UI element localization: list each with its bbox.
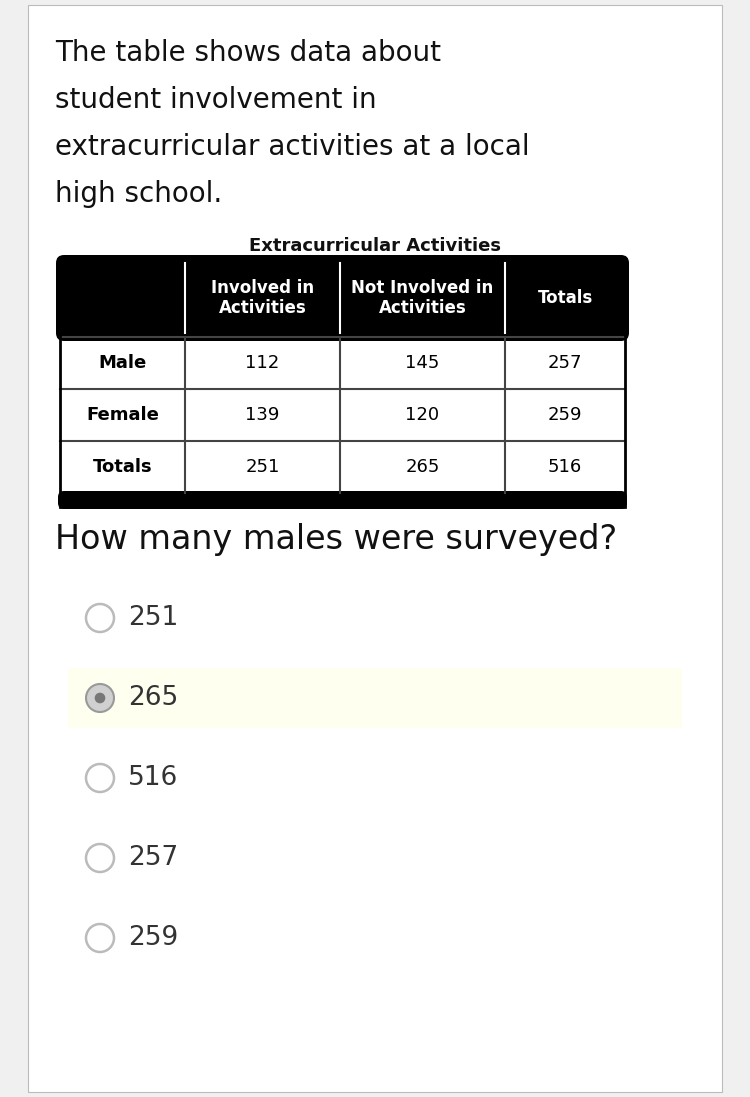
Text: high school.: high school. bbox=[55, 180, 222, 208]
Text: 251: 251 bbox=[128, 606, 178, 631]
Text: extracurricular activities at a local: extracurricular activities at a local bbox=[55, 133, 530, 161]
Text: Female: Female bbox=[86, 406, 159, 425]
Bar bbox=[60, 389, 625, 441]
Circle shape bbox=[86, 924, 114, 952]
Text: 265: 265 bbox=[405, 459, 439, 476]
Text: 259: 259 bbox=[128, 925, 178, 951]
Text: 257: 257 bbox=[548, 354, 582, 372]
Text: How many males were surveyed?: How many males were surveyed? bbox=[55, 523, 617, 556]
Text: Involved in
Activities: Involved in Activities bbox=[211, 279, 314, 317]
Circle shape bbox=[86, 685, 114, 712]
Text: 257: 257 bbox=[128, 845, 178, 871]
Circle shape bbox=[86, 604, 114, 632]
Circle shape bbox=[86, 844, 114, 872]
Text: 516: 516 bbox=[128, 765, 178, 791]
Text: 139: 139 bbox=[245, 406, 280, 425]
Text: Totals: Totals bbox=[537, 289, 592, 307]
Text: 145: 145 bbox=[405, 354, 439, 372]
Text: 265: 265 bbox=[128, 685, 178, 711]
Text: The table shows data about: The table shows data about bbox=[55, 39, 441, 67]
Text: 259: 259 bbox=[548, 406, 582, 425]
FancyBboxPatch shape bbox=[56, 255, 629, 341]
Text: 516: 516 bbox=[548, 459, 582, 476]
Text: 120: 120 bbox=[406, 406, 439, 425]
Text: student involvement in: student involvement in bbox=[55, 86, 376, 114]
Text: Male: Male bbox=[98, 354, 147, 372]
Text: 251: 251 bbox=[245, 459, 280, 476]
FancyBboxPatch shape bbox=[68, 668, 682, 728]
Circle shape bbox=[94, 692, 105, 703]
Text: Not Involved in
Activities: Not Involved in Activities bbox=[351, 279, 494, 317]
Bar bbox=[60, 337, 625, 389]
Text: Totals: Totals bbox=[93, 459, 152, 476]
Bar bbox=[60, 441, 625, 493]
Text: Extracurricular Activities: Extracurricular Activities bbox=[249, 237, 501, 255]
Bar bbox=[60, 259, 625, 507]
Circle shape bbox=[86, 764, 114, 792]
FancyBboxPatch shape bbox=[58, 491, 627, 509]
Text: 112: 112 bbox=[245, 354, 280, 372]
